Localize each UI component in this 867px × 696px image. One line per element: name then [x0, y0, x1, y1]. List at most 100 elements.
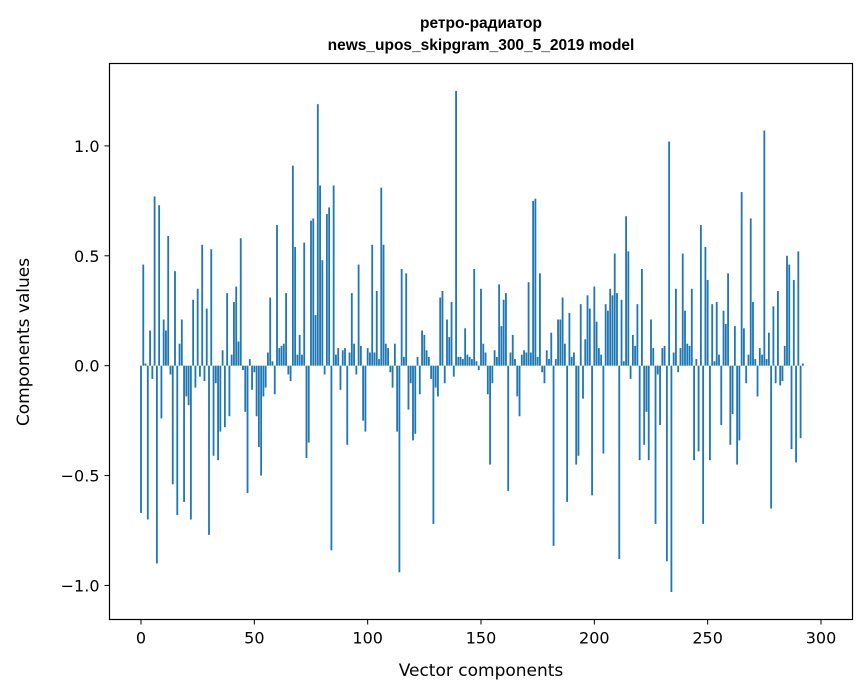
bar: [455, 90, 457, 366]
bar: [439, 297, 442, 366]
bar: [205, 308, 208, 366]
chart-title-line-2: news_upos_skipgram_300_5_2019 model: [328, 37, 635, 54]
bar: [407, 365, 410, 410]
y-tick-label: 1.0: [74, 137, 99, 156]
bar: [597, 348, 600, 366]
bar: [450, 301, 453, 366]
bar: [178, 343, 181, 366]
bar: [165, 330, 167, 366]
bar: [654, 365, 657, 524]
bar: [192, 299, 195, 366]
bar: [459, 356, 462, 366]
bar: [584, 339, 587, 366]
bar: [677, 365, 680, 373]
bar: [736, 365, 739, 465]
bar: [262, 365, 265, 397]
bar: [339, 365, 342, 390]
bar: [554, 359, 557, 366]
bar: [427, 356, 430, 366]
bar: [577, 365, 580, 456]
bar: [541, 365, 544, 373]
bar: [380, 187, 383, 366]
bar: [516, 365, 519, 397]
bar: [543, 365, 546, 384]
bar: [790, 365, 793, 450]
bar: [495, 356, 498, 366]
bar: [795, 365, 797, 463]
bar: [643, 365, 646, 445]
bar: [280, 345, 283, 366]
bar: [505, 293, 507, 366]
bar: [194, 365, 197, 388]
bar: [278, 348, 281, 366]
x-tick-label: 50: [244, 629, 264, 648]
bar: [230, 354, 233, 366]
bar: [357, 264, 360, 366]
bar: [788, 264, 791, 366]
bar: [260, 365, 263, 476]
bar: [525, 352, 528, 366]
bar: [656, 365, 659, 375]
bar: [310, 220, 312, 366]
bar: [321, 260, 324, 366]
bar: [797, 251, 800, 366]
bar: [650, 319, 652, 366]
bar: [668, 141, 671, 366]
bar: [160, 365, 163, 419]
bar: [659, 365, 661, 426]
bar: [620, 299, 623, 366]
bar: [534, 198, 537, 366]
bar: [176, 365, 179, 516]
bar: [323, 365, 326, 375]
bar: [480, 288, 482, 366]
bar: [731, 365, 734, 415]
bar: [242, 365, 244, 371]
bar: [212, 365, 215, 456]
bar: [375, 290, 378, 366]
bar: [613, 253, 616, 366]
bar: [468, 356, 471, 366]
bar: [203, 365, 206, 382]
bar: [475, 361, 478, 366]
bar: [629, 365, 632, 379]
bar: [208, 365, 210, 535]
bar: [636, 304, 639, 366]
bar: [507, 365, 510, 491]
bar: [514, 359, 516, 366]
bar: [289, 365, 292, 382]
x-tick-label: 0: [136, 629, 146, 648]
bar: [647, 365, 650, 461]
bar: [684, 310, 686, 366]
bar: [777, 290, 779, 366]
bar: [770, 365, 773, 509]
bar: [727, 273, 729, 366]
bar: [199, 365, 201, 377]
bar: [588, 308, 591, 366]
bar: [709, 365, 711, 461]
bar: [545, 350, 548, 366]
bar: [282, 343, 285, 366]
bar: [319, 185, 321, 366]
bar: [539, 273, 541, 366]
bar: [400, 268, 403, 366]
bar: [529, 352, 532, 366]
bar: [237, 341, 240, 366]
bar: [362, 365, 365, 421]
bar: [486, 365, 489, 395]
bar: [779, 365, 782, 386]
bar: [783, 345, 786, 366]
bar: [625, 216, 627, 366]
bar: [257, 365, 260, 447]
bar: [416, 356, 419, 366]
bar: [233, 301, 235, 366]
bar: [616, 293, 618, 366]
bar: [548, 359, 550, 366]
bar: [477, 365, 480, 371]
y-tick-label: 0.0: [74, 357, 99, 376]
bar: [418, 365, 421, 395]
bar: [273, 365, 276, 395]
bar: [226, 293, 229, 366]
x-tick-label: 250: [692, 629, 723, 648]
bar: [239, 238, 242, 366]
bar: [246, 365, 249, 494]
